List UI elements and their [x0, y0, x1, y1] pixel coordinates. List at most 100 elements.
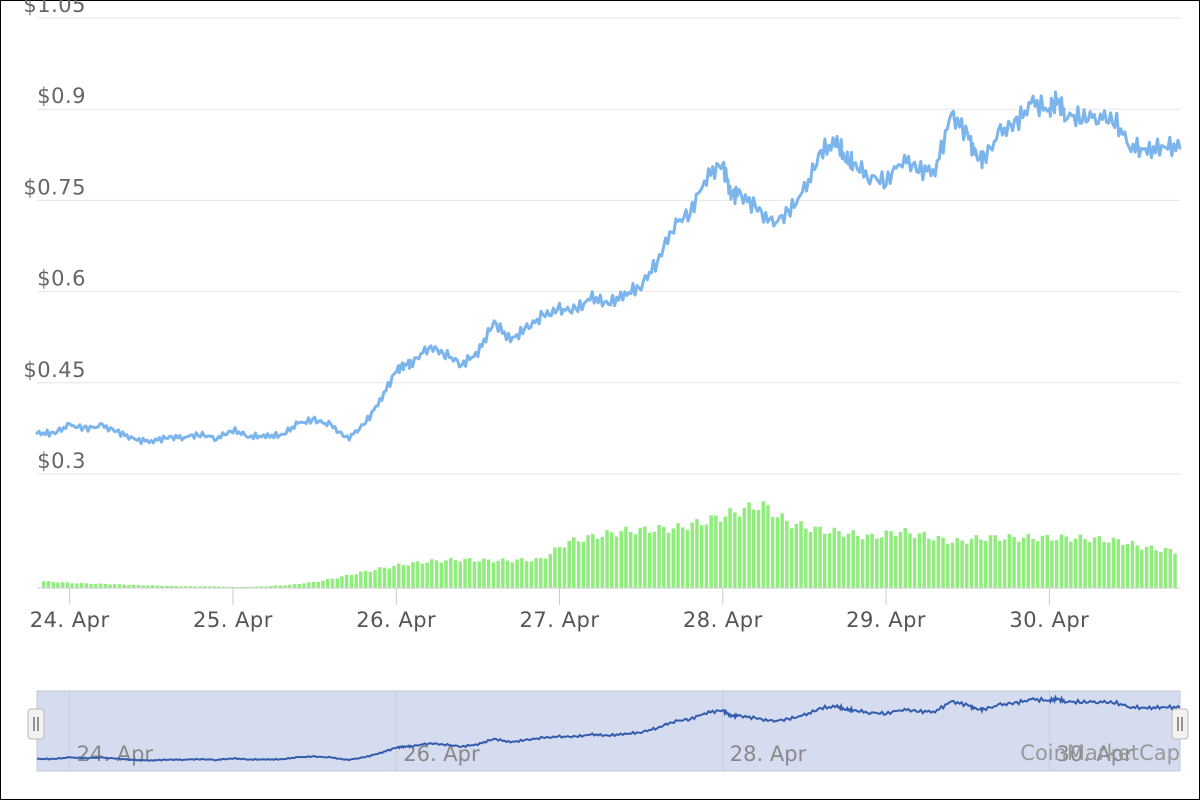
- volume-bar: [813, 526, 817, 588]
- volume-bar: [1054, 540, 1059, 588]
- navigator[interactable]: 24. Apr 26. Apr 28. Apr 30. Apr: [27, 690, 1189, 772]
- volume-bar: [1121, 545, 1125, 588]
- volume-bar: [1031, 538, 1035, 588]
- volume-bar: [889, 531, 893, 588]
- volume-bar: [747, 502, 751, 588]
- volume-bar: [567, 541, 571, 588]
- volume-bar: [136, 584, 141, 588]
- volume-bar: [794, 524, 799, 588]
- volume-bar: [477, 561, 481, 588]
- volume-bar: [671, 528, 675, 588]
- volume-bar: [1059, 534, 1064, 588]
- y-tick-label: $0.6: [37, 267, 86, 291]
- volume-bar: [127, 584, 131, 588]
- volume-bar: [160, 585, 164, 588]
- volume-bar: [1163, 548, 1168, 588]
- volume-bar: [98, 583, 103, 588]
- volume-bar: [202, 586, 207, 588]
- volume-bar: [927, 538, 931, 588]
- volume-bar: [288, 584, 292, 588]
- volume-bar: [103, 584, 107, 588]
- volume-bar: [240, 586, 245, 588]
- volume-bar: [207, 586, 212, 588]
- volume-bar: [221, 586, 226, 588]
- volume-bar: [1078, 534, 1083, 588]
- volume-bar: [865, 534, 870, 588]
- credit-label[interactable]: CoinMarketCap: [1020, 741, 1180, 765]
- volume-bar: [278, 585, 283, 588]
- y-tick-label: $1.05: [23, 0, 86, 17]
- x-tick-label: 27. Apr: [520, 608, 600, 632]
- volume-bar: [818, 526, 822, 588]
- volume-bar: [510, 562, 515, 588]
- volume-bar: [1130, 540, 1135, 588]
- volume-bar: [335, 578, 339, 588]
- volume-bar: [387, 568, 391, 588]
- volume-bar: [965, 543, 969, 588]
- volume-bar: [113, 584, 117, 588]
- navigator-left-handle[interactable]: [27, 708, 45, 740]
- navigator-right-handle[interactable]: [1171, 708, 1189, 740]
- volume-bar: [638, 527, 642, 588]
- volume-bar: [832, 527, 836, 588]
- volume-bar: [174, 586, 178, 588]
- volume-bar: [463, 558, 467, 588]
- volume-bar: [56, 582, 60, 588]
- volume-bar: [60, 582, 65, 588]
- volume-bar: [903, 528, 907, 588]
- volume-bar: [458, 561, 462, 588]
- y-tick-label: $0.9: [37, 84, 86, 108]
- volume-bar: [1092, 537, 1097, 588]
- volume-bar: [184, 586, 188, 588]
- volume-bar: [515, 559, 519, 588]
- volume-bar: [1173, 553, 1177, 588]
- volume-bar: [392, 565, 396, 588]
- volume-bar: [382, 567, 387, 588]
- volume-bar: [955, 538, 959, 588]
- volume-bar: [879, 537, 884, 588]
- volume-bar: [1097, 536, 1101, 588]
- volume-bar: [766, 505, 770, 588]
- volume-bar: [226, 586, 231, 588]
- y-tick-label: $0.45: [23, 358, 86, 382]
- volume-bar: [591, 534, 595, 588]
- volume-bar: [572, 537, 576, 588]
- volume-bar: [505, 560, 510, 588]
- volume-bar: [444, 560, 448, 588]
- volume-bar: [988, 535, 993, 588]
- volume-bar: [1107, 542, 1111, 588]
- volume-bar: [884, 530, 888, 588]
- volume-bar: [804, 528, 808, 588]
- volume-bar: [917, 533, 922, 588]
- volume-bar: [548, 554, 552, 588]
- volume-bar: [562, 547, 567, 588]
- volume-bar: [979, 539, 983, 588]
- volume-bar: [311, 581, 316, 588]
- volume-bar: [193, 586, 197, 588]
- volume-bar: [723, 516, 728, 588]
- volume-bar: [468, 558, 472, 588]
- volume-bar: [363, 570, 368, 588]
- volume-bar: [870, 533, 874, 588]
- x-tick-label: 26. Apr: [356, 608, 436, 632]
- x-tick-label: 24. Apr: [30, 608, 110, 632]
- volume-bar: [695, 519, 699, 588]
- volume-bar: [264, 586, 268, 588]
- price-line: [35, 90, 1182, 446]
- volume-bar: [283, 585, 287, 588]
- y-tick-label: $0.75: [23, 175, 86, 199]
- volume-bar: [245, 586, 249, 588]
- volume-bar: [789, 528, 794, 588]
- volume-bar: [922, 532, 926, 588]
- volume-bar: [699, 525, 704, 588]
- volume-bar: [250, 586, 254, 588]
- volume-bar: [326, 579, 330, 588]
- volume-bar: [619, 531, 623, 588]
- volume-bar: [529, 561, 533, 588]
- volume-bar: [1045, 534, 1049, 588]
- volume-bar: [898, 532, 903, 588]
- volume-bar: [146, 585, 150, 588]
- volume-bar: [1083, 539, 1087, 588]
- volume-bar: [117, 584, 122, 588]
- volume-bar: [931, 540, 936, 588]
